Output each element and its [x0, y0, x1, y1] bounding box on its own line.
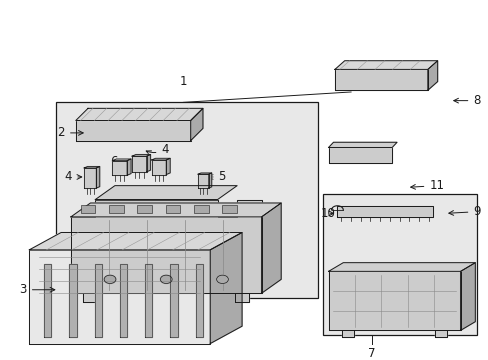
Polygon shape: [261, 203, 281, 293]
Polygon shape: [198, 174, 208, 188]
Bar: [322, 194, 476, 335]
Polygon shape: [95, 186, 237, 199]
Polygon shape: [145, 264, 152, 337]
Text: 6: 6: [110, 155, 123, 168]
Polygon shape: [83, 293, 98, 302]
Polygon shape: [170, 264, 177, 337]
Polygon shape: [190, 108, 203, 140]
Text: 8: 8: [453, 94, 480, 107]
Bar: [137, 205, 152, 213]
Text: 3: 3: [20, 283, 55, 296]
Polygon shape: [146, 154, 150, 172]
Bar: [109, 205, 123, 213]
Polygon shape: [328, 271, 460, 330]
Polygon shape: [71, 203, 281, 217]
Text: 4: 4: [65, 171, 81, 184]
Bar: [56, 102, 317, 298]
Polygon shape: [76, 108, 203, 121]
Circle shape: [104, 275, 116, 283]
Text: 11: 11: [410, 179, 444, 192]
Text: 7: 7: [367, 347, 375, 360]
Polygon shape: [127, 159, 131, 175]
Polygon shape: [195, 264, 203, 337]
Polygon shape: [234, 293, 249, 302]
Polygon shape: [334, 61, 437, 69]
Polygon shape: [198, 173, 211, 174]
Polygon shape: [132, 156, 146, 172]
Polygon shape: [29, 250, 210, 343]
Text: 5: 5: [208, 171, 225, 184]
Polygon shape: [151, 158, 170, 160]
Polygon shape: [434, 330, 446, 337]
Bar: [222, 205, 237, 213]
Polygon shape: [96, 166, 100, 188]
Polygon shape: [94, 264, 102, 337]
Circle shape: [160, 275, 172, 283]
Text: 2: 2: [58, 126, 83, 139]
Polygon shape: [71, 199, 261, 293]
Bar: [165, 205, 180, 213]
Polygon shape: [132, 154, 150, 156]
Polygon shape: [328, 263, 474, 271]
Polygon shape: [427, 61, 437, 90]
Polygon shape: [44, 264, 51, 337]
Circle shape: [216, 275, 228, 283]
Polygon shape: [460, 263, 474, 330]
Polygon shape: [29, 233, 242, 250]
Polygon shape: [208, 173, 211, 188]
Text: 10: 10: [320, 207, 334, 220]
Polygon shape: [328, 142, 396, 148]
Polygon shape: [84, 168, 96, 188]
Polygon shape: [151, 160, 166, 175]
Polygon shape: [210, 233, 242, 343]
Polygon shape: [342, 330, 353, 337]
Text: 4: 4: [146, 143, 168, 156]
Polygon shape: [112, 161, 127, 175]
Polygon shape: [76, 121, 190, 140]
Polygon shape: [112, 159, 131, 161]
Polygon shape: [120, 264, 127, 337]
Bar: [194, 205, 208, 213]
Polygon shape: [334, 69, 427, 90]
Text: 9: 9: [448, 205, 480, 218]
Bar: [81, 205, 95, 213]
Text: 1: 1: [179, 76, 187, 89]
Polygon shape: [166, 158, 170, 175]
Polygon shape: [328, 148, 391, 163]
Polygon shape: [69, 264, 77, 337]
Polygon shape: [337, 207, 432, 217]
Polygon shape: [84, 166, 100, 168]
